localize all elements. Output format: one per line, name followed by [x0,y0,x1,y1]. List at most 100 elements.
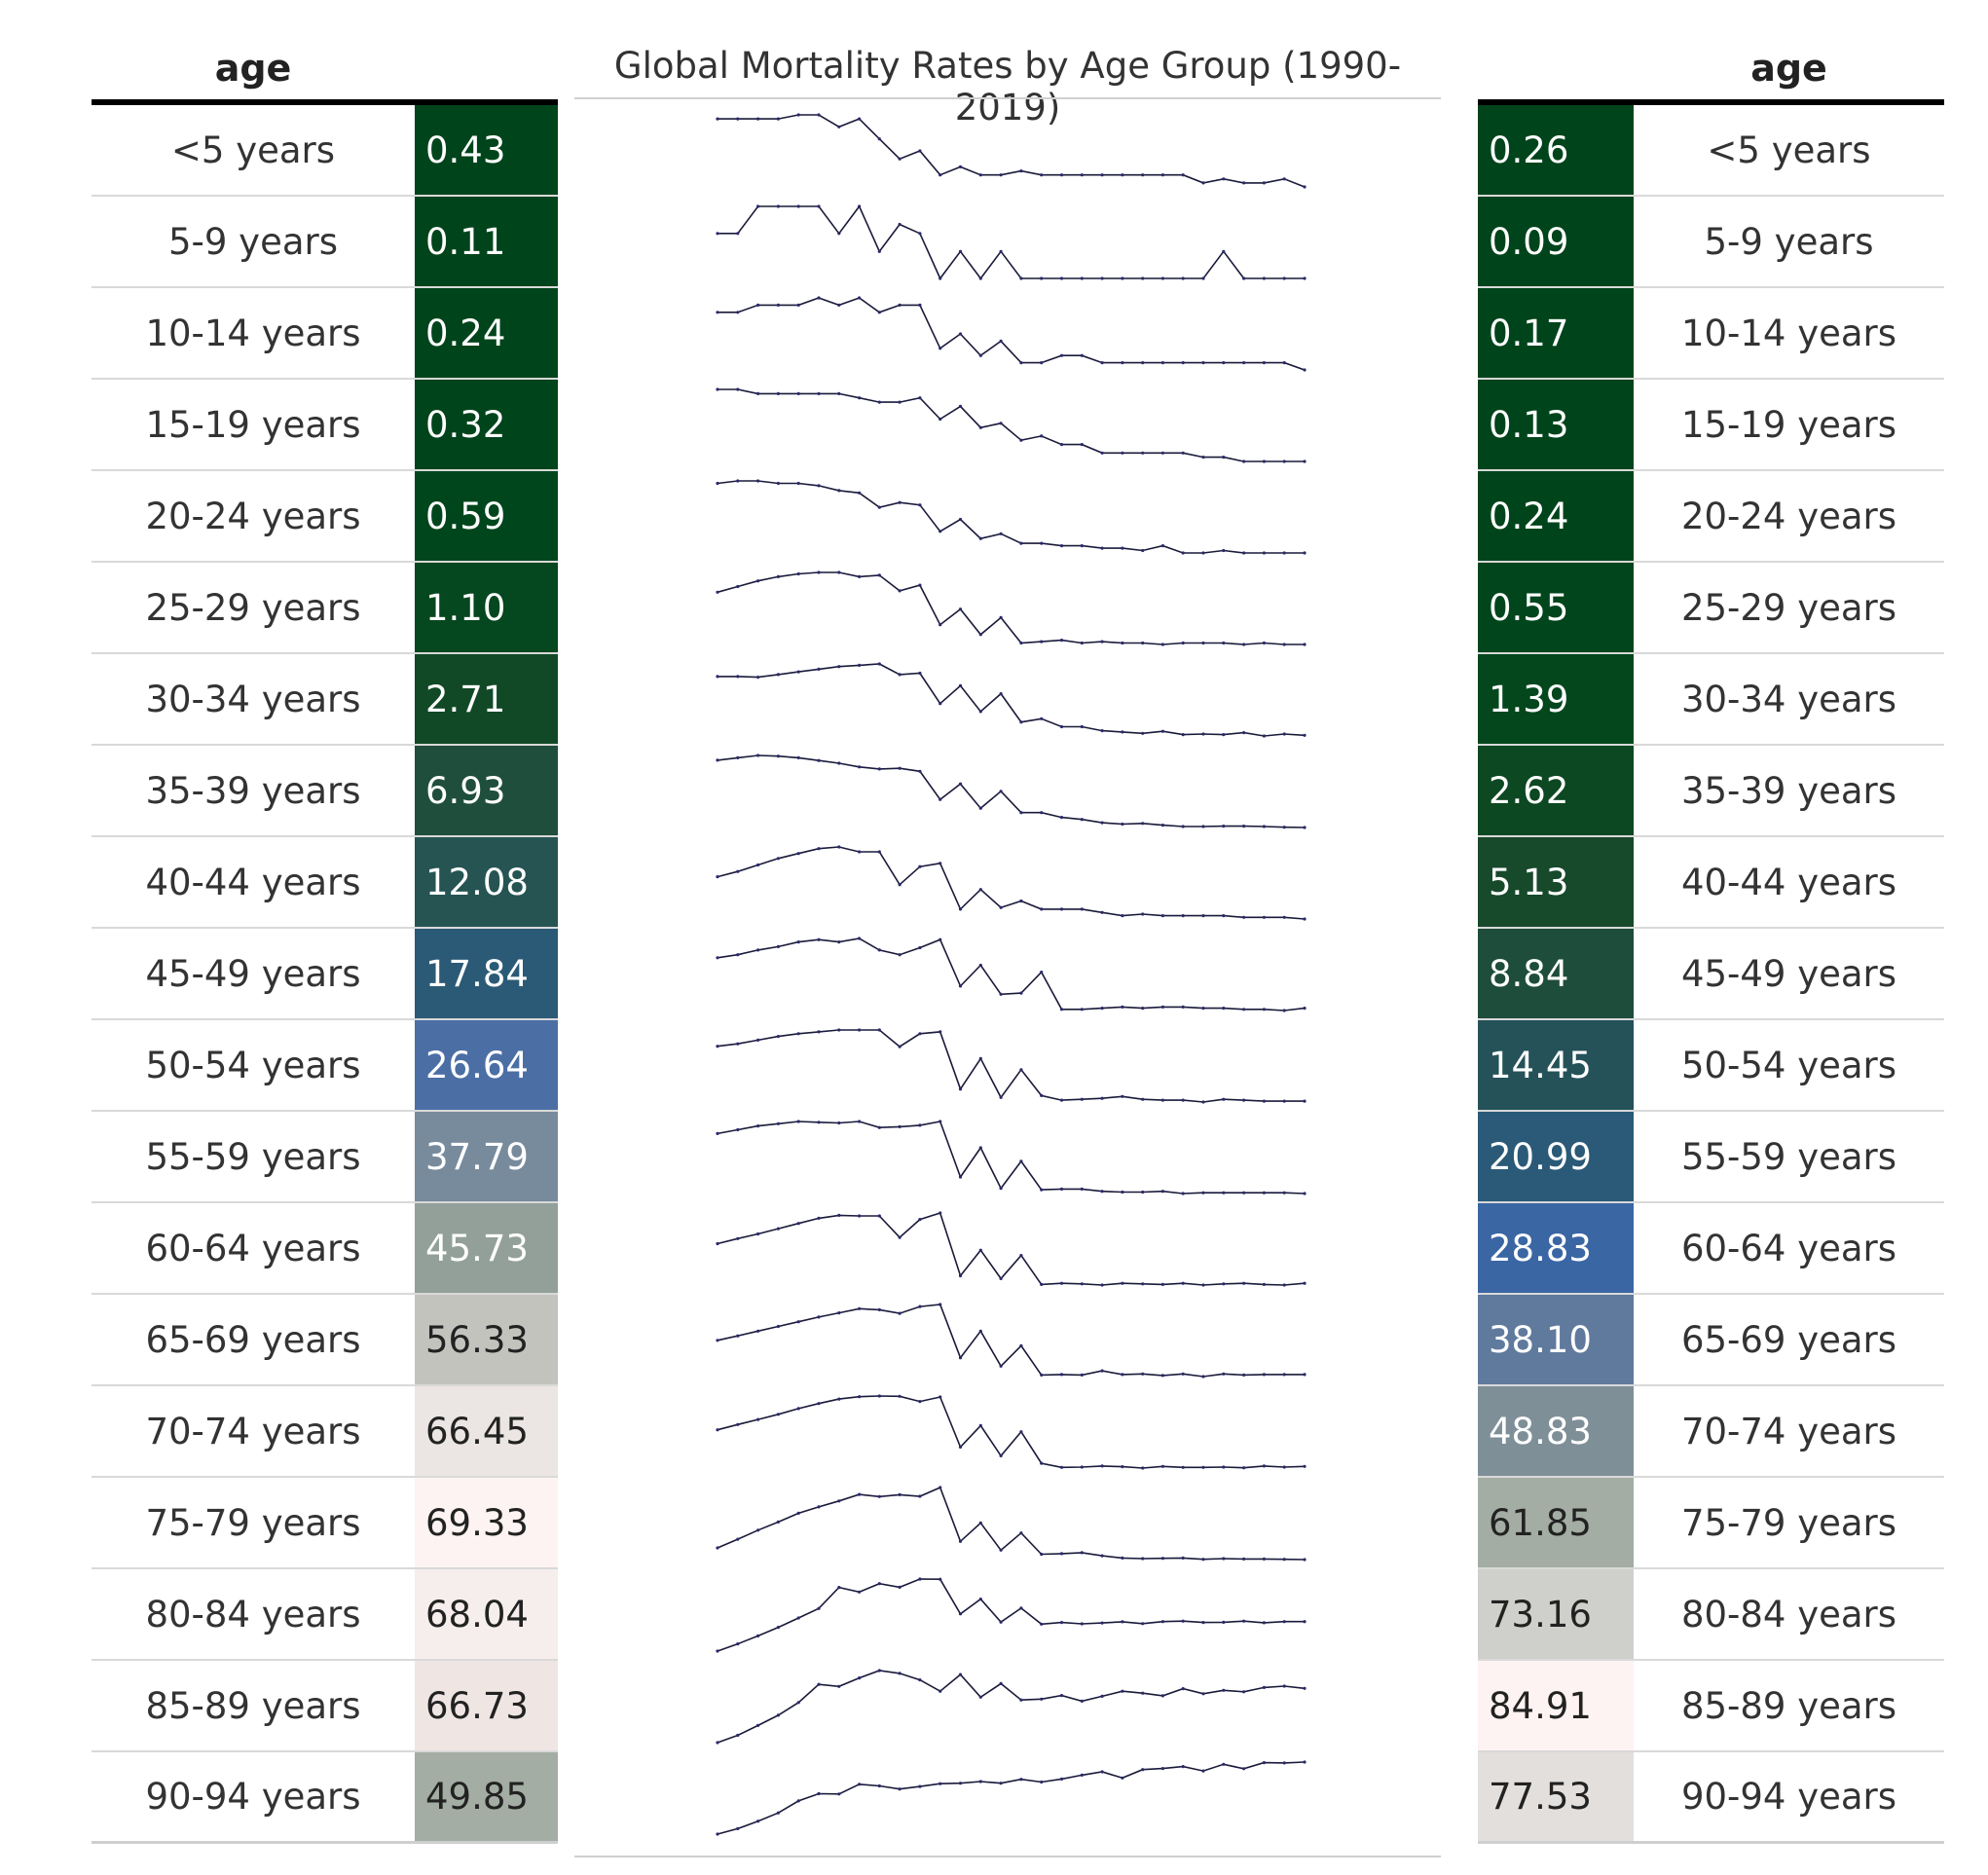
sparkline-point [918,1218,922,1222]
rate-2019-cell: 0.17 [1478,288,1634,378]
sparkline-point [939,702,942,706]
sparkline-point [1160,729,1164,733]
sparkline-point [817,204,821,208]
sparkline-point [877,573,881,577]
sparkline-point [1059,544,1064,548]
sparkline-point [939,417,942,422]
sparkline-point [958,404,963,408]
sparkline-point [1222,1282,1226,1286]
sparkline-point [1201,1007,1205,1011]
sparkline-point [1201,1100,1205,1104]
rate-1990-cell: 66.45 [415,1386,558,1476]
sparkline-point [1201,914,1205,918]
sparkline-point [1059,1281,1064,1285]
sparkline-point [837,1586,841,1590]
sparkline-point [1121,1465,1124,1469]
age-label: 40-44 years [145,861,361,903]
table-row: 35-39 years 6.93 [92,746,558,837]
sparkline-point [776,857,780,861]
sparkline-point [1181,1372,1185,1376]
rate-2019-cell: 0.55 [1478,563,1634,652]
sparkline-point [1059,1552,1064,1556]
sparkline-point [939,1486,942,1489]
sparkline-point [1201,1191,1205,1195]
sparkline-point [1282,177,1286,181]
sparkline-point [898,1311,902,1315]
sparkline-point [1201,1465,1205,1469]
age-label: 85-89 years [145,1684,361,1727]
sparkline-series [718,663,1306,737]
sparkline-point [918,1032,922,1036]
sparkline-point [1303,276,1307,280]
sparkline-point [1222,361,1226,365]
sparkline-point [1121,1776,1124,1780]
sparkline-point [978,1329,982,1333]
sparkline-point [817,847,821,851]
sparkline-point [918,232,922,236]
rate-2019-cell: 0.24 [1478,471,1634,561]
sparkline-point [877,1394,881,1398]
sparkline-point [898,1394,902,1398]
sparkline-point [716,758,719,762]
sparkline-point [1141,1768,1145,1772]
sparkline-point [716,1241,719,1246]
sparkline-point [1141,1282,1145,1286]
sparkline-point [796,852,800,856]
sparkline-point [776,673,780,677]
sparkline-point [1222,1007,1226,1011]
sparkline-point [1303,1686,1307,1690]
sparkline-point [776,1811,780,1815]
age-label: 80-84 years [145,1593,361,1636]
sparkline-point [1222,1620,1226,1624]
age-label: 20-24 years [1680,495,1897,537]
sparkline-point [939,1303,942,1306]
sparkline-point [736,1334,740,1338]
sparkline-point [1222,1762,1226,1766]
sparkline-point [858,850,862,854]
sparkline-point [1242,276,1246,280]
sparkline-point [756,754,760,757]
sparkline-point [958,683,963,688]
sparkline-point [1282,643,1286,646]
sparkline-point [1282,1465,1286,1469]
sparkline-point [776,481,780,486]
sparkline-series [717,1486,1306,1561]
sparkline-series [717,754,1306,828]
rate-1990-cell: 56.33 [415,1295,558,1384]
sparkline-point [1100,1464,1104,1468]
table-row: 1.39 30-34 years [1478,654,1944,746]
right-header: age [1478,0,1944,105]
sparkline-point [877,948,881,952]
sparkline-point [1040,1622,1044,1626]
sparkline-point [939,173,942,177]
sparkline-point [939,1577,942,1581]
age-label: 90-94 years [1680,1776,1897,1818]
sparkline-point [1040,541,1044,545]
sparkline-point [1303,733,1307,737]
sparkline-point [1242,1557,1246,1561]
sparkline-point [1242,1690,1246,1694]
sparkline-point [1282,1009,1286,1012]
sparkline-point [918,396,922,400]
sparkline-point [958,607,963,611]
sparkline-point [1160,1557,1164,1561]
sparkline-point [756,1232,760,1236]
sparkline-point [978,276,982,280]
sparkline-point [776,117,780,121]
sparkline-point [1242,1098,1246,1102]
sparkline-point [898,673,902,677]
age-label: 75-79 years [145,1501,361,1544]
sparkline-point [1059,173,1064,177]
sparkline-point [939,276,942,280]
sparkline-point [1040,173,1044,177]
sparkline-point [858,1492,862,1496]
title-rule [574,97,1441,99]
sparkline-point [1201,456,1205,460]
sparkline-point [918,1494,922,1498]
sparkline-point [1100,1770,1104,1774]
sparkline-point [796,940,800,944]
sparkline-point [1019,899,1023,903]
sparkline-point [1262,1191,1266,1195]
sparkline-point [1019,276,1023,280]
sparkline-point [736,1236,740,1240]
